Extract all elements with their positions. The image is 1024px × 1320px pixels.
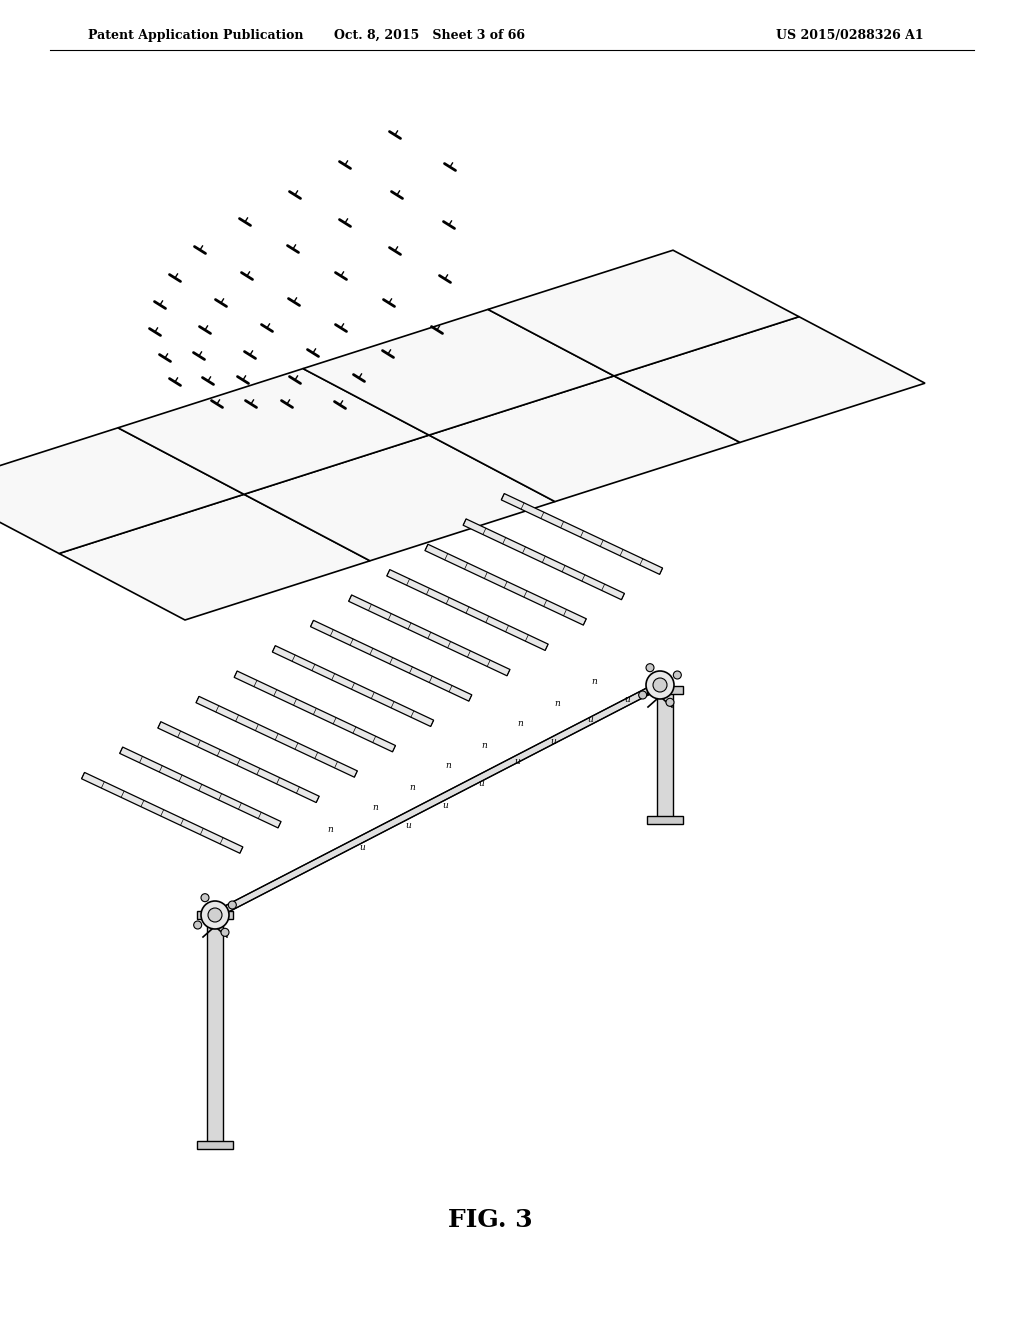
Text: u: u: [624, 694, 630, 704]
Polygon shape: [120, 747, 281, 828]
Polygon shape: [59, 494, 370, 620]
Text: Patent Application Publication: Patent Application Publication: [88, 29, 303, 41]
Polygon shape: [82, 772, 243, 853]
Text: u: u: [550, 737, 556, 746]
Text: n: n: [517, 719, 523, 729]
Polygon shape: [213, 682, 662, 919]
Circle shape: [646, 671, 674, 700]
Polygon shape: [158, 722, 319, 803]
Circle shape: [201, 894, 209, 902]
Text: u: u: [359, 843, 365, 853]
Circle shape: [194, 921, 202, 929]
Polygon shape: [614, 317, 925, 442]
Polygon shape: [657, 690, 673, 820]
Circle shape: [674, 671, 681, 678]
Polygon shape: [647, 686, 683, 694]
Text: u: u: [442, 800, 447, 809]
Polygon shape: [387, 570, 548, 651]
Text: n: n: [445, 762, 451, 771]
Polygon shape: [197, 911, 233, 919]
Polygon shape: [196, 697, 357, 777]
Text: n: n: [481, 741, 486, 750]
Text: u: u: [478, 779, 484, 788]
Text: n: n: [410, 783, 415, 792]
Polygon shape: [207, 915, 223, 1144]
Polygon shape: [234, 671, 395, 752]
Text: FIG. 3: FIG. 3: [447, 1208, 532, 1232]
Polygon shape: [303, 309, 614, 436]
Text: Oct. 8, 2015   Sheet 3 of 66: Oct. 8, 2015 Sheet 3 of 66: [335, 29, 525, 41]
Polygon shape: [429, 376, 740, 502]
Text: u: u: [514, 758, 520, 767]
Circle shape: [646, 664, 654, 672]
Circle shape: [201, 902, 229, 929]
Polygon shape: [272, 645, 433, 726]
Text: n: n: [372, 804, 378, 813]
Polygon shape: [488, 251, 799, 376]
Circle shape: [666, 698, 674, 706]
Polygon shape: [425, 544, 587, 626]
Circle shape: [208, 908, 222, 921]
Text: u: u: [406, 821, 411, 830]
Text: n: n: [554, 698, 560, 708]
Text: n: n: [327, 825, 333, 834]
Polygon shape: [502, 494, 663, 574]
Polygon shape: [463, 519, 625, 599]
Polygon shape: [348, 595, 510, 676]
Text: u: u: [587, 715, 593, 725]
Polygon shape: [118, 368, 429, 494]
Circle shape: [639, 690, 647, 700]
Polygon shape: [0, 428, 244, 553]
Polygon shape: [310, 620, 472, 701]
Circle shape: [221, 928, 229, 936]
Circle shape: [653, 678, 667, 692]
Text: US 2015/0288326 A1: US 2015/0288326 A1: [776, 29, 924, 41]
Polygon shape: [244, 436, 555, 561]
Circle shape: [228, 902, 237, 909]
Text: n: n: [591, 676, 597, 685]
Polygon shape: [197, 1140, 233, 1148]
Polygon shape: [647, 816, 683, 824]
